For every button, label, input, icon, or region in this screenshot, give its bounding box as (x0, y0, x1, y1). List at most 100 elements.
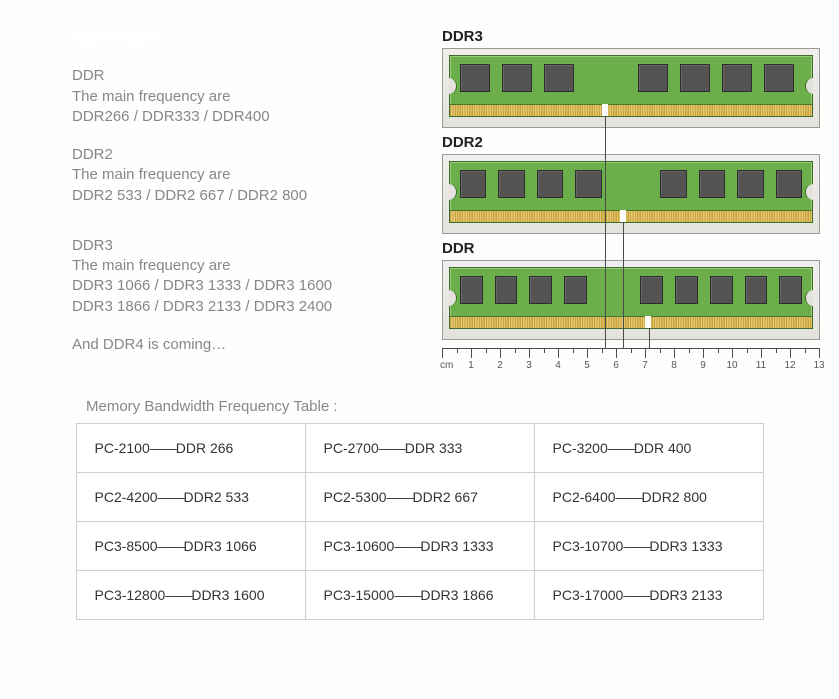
key-alignment-line (605, 116, 606, 348)
ruler-tick-label: 6 (613, 360, 619, 371)
ram-pcb (449, 267, 813, 329)
ram-chip (660, 170, 686, 198)
ruler-tick-label: 12 (784, 360, 795, 371)
table-cell: PC3-15000——DDR3 1866 (305, 571, 534, 620)
ruler-tick-label: 9 (700, 360, 706, 371)
about-heading: About Rams: (72, 28, 442, 48)
table-row: PC2-4200——DDR2 533PC2-5300——DDR2 667PC2-… (76, 473, 763, 522)
bandwidth-table: PC-2100——DDR 266PC-2700——DDR 333PC-3200—… (76, 423, 764, 620)
ram-key-notch (645, 316, 651, 328)
ram-pins (450, 210, 812, 222)
ruler-tick-label: 3 (526, 360, 532, 371)
ram-chips-row (450, 162, 812, 206)
ruler-tick-label: 8 (671, 360, 677, 371)
ram-chip (575, 170, 601, 198)
table-title: Memory Bandwidth Frequency Table : (86, 398, 839, 415)
table-cell: PC-3200——DDR 400 (534, 424, 763, 473)
ddr3-title: DDR3 (72, 236, 442, 256)
ddr-line2: The main frequency are (72, 87, 442, 107)
ram-chip (710, 276, 733, 304)
table-row: PC3-8500——DDR3 1066PC3-10600——DDR3 1333P… (76, 522, 763, 571)
ddr4-footer: And DDR4 is coming… (72, 335, 442, 355)
ram-key-notch (602, 104, 608, 116)
ram-label-ddr: DDR (442, 240, 820, 257)
ram-chip (675, 276, 698, 304)
ruler-unit-label: cm (440, 360, 453, 371)
ddr2-title: DDR2 (72, 145, 442, 165)
ram-chips-row (450, 268, 812, 312)
table-cell: PC-2100——DDR 266 (76, 424, 305, 473)
ddr3-line3: DDR3 1066 / DDR3 1333 / DDR3 1600 (72, 276, 442, 296)
ram-chip (764, 64, 794, 92)
ram-chip (564, 276, 587, 304)
ram-chip-gap (586, 64, 626, 92)
ruler-tick-label: 5 (584, 360, 590, 371)
ram-label-ddr3: DDR3 (442, 28, 820, 45)
top-section: About Rams: DDR The main frequency are D… (0, 0, 839, 388)
about-text-column: About Rams: DDR The main frequency are D… (72, 28, 442, 378)
ram-module-ddr (442, 260, 820, 340)
ram-pcb (449, 161, 813, 223)
ddr3-line4: DDR3 1866 / DDR3 2133 / DDR3 2400 (72, 297, 442, 317)
ram-pins (450, 316, 812, 328)
ram-chip (544, 64, 574, 92)
ddr2-line2: The main frequency are (72, 165, 442, 185)
ram-chip (722, 64, 752, 92)
ddr3-block: DDR3 The main frequency are DDR3 1066 / … (72, 236, 442, 317)
ram-module-ddr2 (442, 154, 820, 234)
ruler-tick-label: 7 (642, 360, 648, 371)
ruler-tick-label: 4 (555, 360, 561, 371)
ddr2-block: DDR2 The main frequency are DDR2 533 / D… (72, 145, 442, 206)
ram-label-ddr2: DDR2 (442, 134, 820, 151)
table-cell: PC3-10700——DDR3 1333 (534, 522, 763, 571)
key-alignment-line (623, 222, 624, 348)
ram-chip (640, 276, 663, 304)
ram-chip (495, 276, 518, 304)
ram-chip (537, 170, 563, 198)
ruler: cm12345678910111213 (442, 348, 820, 378)
key-alignment-line (649, 328, 650, 348)
ram-diagram-column: DDR3DDR2DDRcm12345678910111213 (442, 28, 820, 378)
ddr-block: DDR The main frequency are DDR266 / DDR3… (72, 66, 442, 127)
ddr-line3: DDR266 / DDR333 / DDR400 (72, 107, 442, 127)
table-cell: PC2-4200——DDR2 533 (76, 473, 305, 522)
ddr-title: DDR (72, 66, 442, 86)
ram-chip (680, 64, 710, 92)
ddr2-line3: DDR2 533 / DDR2 667 / DDR2 800 (72, 186, 442, 206)
ram-chip (699, 170, 725, 198)
ram-chip (779, 276, 802, 304)
ram-chip (529, 276, 552, 304)
ram-chip (776, 170, 802, 198)
ram-chip (460, 170, 486, 198)
table-row: PC-2100——DDR 266PC-2700——DDR 333PC-3200—… (76, 424, 763, 473)
table-row: PC3-12800——DDR3 1600PC3-15000——DDR3 1866… (76, 571, 763, 620)
table-cell: PC-2700——DDR 333 (305, 424, 534, 473)
table-cell: PC2-5300——DDR2 667 (305, 473, 534, 522)
ram-pins (450, 104, 812, 116)
ram-key-notch (620, 210, 626, 222)
ram-chip-gap (599, 276, 629, 304)
heading-label: About Rams (72, 29, 160, 46)
ddr3-line2: The main frequency are (72, 256, 442, 276)
ram-chips-row (450, 56, 812, 100)
ram-chip (638, 64, 668, 92)
table-cell: PC3-12800——DDR3 1600 (76, 571, 305, 620)
ram-chip (745, 276, 768, 304)
table-cell: PC3-17000——DDR3 2133 (534, 571, 763, 620)
ram-chip (460, 276, 483, 304)
ram-pcb (449, 55, 813, 117)
ruler-tick-label: 11 (756, 360, 766, 371)
ruler-tick-label: 1 (468, 360, 474, 371)
table-cell: PC3-8500——DDR3 1066 (76, 522, 305, 571)
table-cell: PC2-6400——DDR2 800 (534, 473, 763, 522)
ruler-tick-label: 10 (726, 360, 737, 371)
ruler-tick-label: 13 (813, 360, 824, 371)
ram-module-ddr3 (442, 48, 820, 128)
ram-chip (502, 64, 532, 92)
ruler-tick-label: 2 (497, 360, 503, 371)
ram-chip (737, 170, 763, 198)
table-cell: PC3-10600——DDR3 1333 (305, 522, 534, 571)
ram-chip (460, 64, 490, 92)
ram-chip (498, 170, 524, 198)
ram-chip-gap (614, 170, 649, 198)
